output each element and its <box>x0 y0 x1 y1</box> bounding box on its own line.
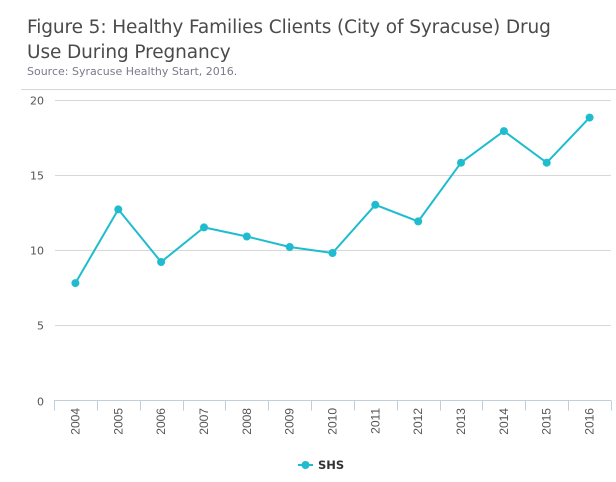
x-tick-label: 2006 <box>154 408 168 435</box>
x-axis: 2004 2005 2006 2007 2008 2009 2010 2011 2012 2013… <box>54 400 612 435</box>
gridlines <box>55 100 611 326</box>
legend-dot-marker <box>301 461 310 469</box>
data-point-2008[interactable] <box>242 232 251 241</box>
y-tick-label: 0 <box>37 396 44 409</box>
x-tick-label: 2009 <box>283 408 297 435</box>
y-tick-label: 10 <box>30 245 44 258</box>
data-point-2015[interactable] <box>542 158 551 167</box>
data-point-2007[interactable] <box>200 223 208 232</box>
x-tick-label: 2007 <box>197 408 211 435</box>
data-point-2014[interactable] <box>499 127 508 136</box>
data-point-2016[interactable] <box>585 113 594 122</box>
x-tick-label: 2010 <box>326 408 340 435</box>
chart-title: Figure 5: Healthy Families Clients (City… <box>27 17 551 63</box>
x-tick-label: 2011 <box>368 408 382 434</box>
legend-label-shs[interactable]: SHS <box>318 458 344 472</box>
legend[interactable]: SHS <box>298 458 344 472</box>
x-tick-label: 2016 <box>583 408 597 435</box>
x-tick-label: 2004 <box>68 408 82 435</box>
data-point-2011[interactable] <box>371 200 380 209</box>
data-point-2013[interactable] <box>457 158 465 167</box>
y-tick-label: 5 <box>37 320 44 333</box>
data-point-2012[interactable] <box>414 217 423 226</box>
data-point-2009[interactable] <box>285 243 294 251</box>
data-point-2004[interactable] <box>71 279 80 288</box>
y-tick-label: 20 <box>30 95 44 108</box>
data-point-2006[interactable] <box>157 258 166 266</box>
x-tick-label: 2008 <box>240 408 254 435</box>
series-line-shs <box>74 116 591 284</box>
chart-source: Source: Syracuse Healthy Start, 2016. <box>27 65 238 78</box>
data-point-2010[interactable] <box>328 249 337 257</box>
data-point-2005[interactable] <box>114 205 123 214</box>
header-divider <box>21 89 616 90</box>
x-tick-label: 2013 <box>454 408 468 435</box>
x-tick-label: 2012 <box>411 408 425 435</box>
y-axis-ticks: 0 5 10 15 20 <box>30 95 44 409</box>
x-tick-label: 2014 <box>497 408 511 435</box>
y-tick-label: 15 <box>30 170 44 183</box>
x-tick-label: 2015 <box>540 408 554 435</box>
x-tick-label: 2005 <box>111 408 125 435</box>
series-shs[interactable] <box>71 113 594 288</box>
